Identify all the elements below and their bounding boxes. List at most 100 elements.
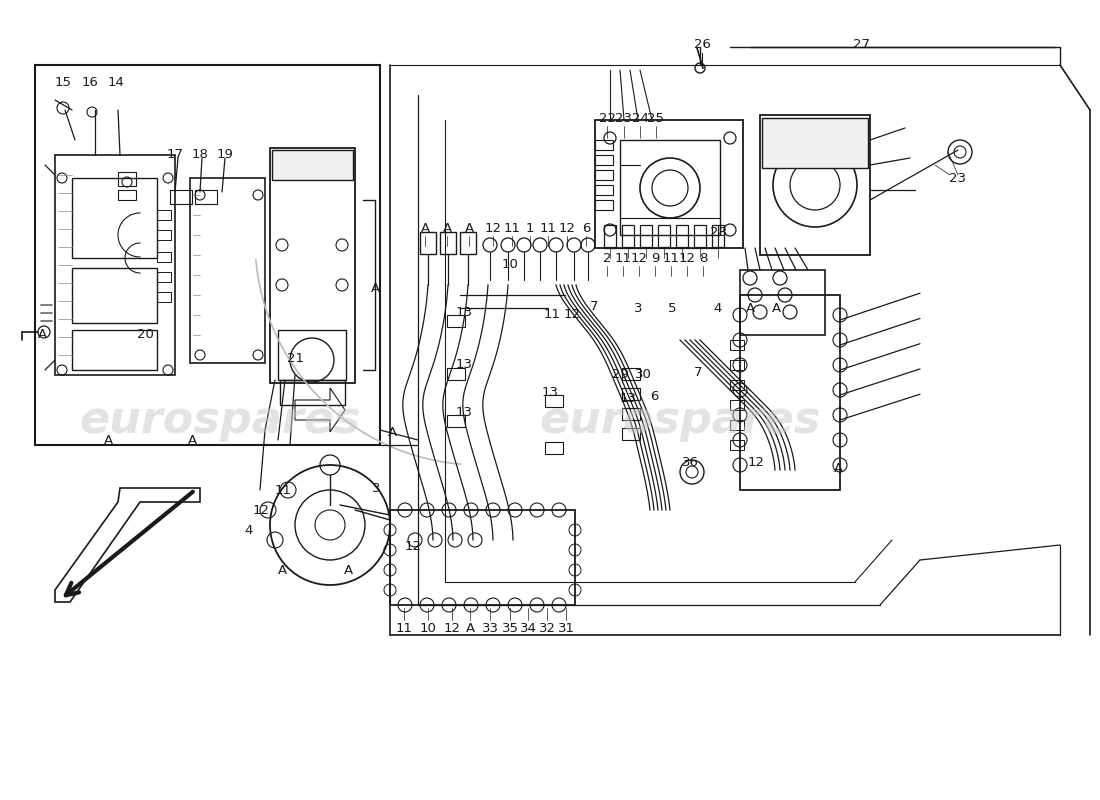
- Text: 7: 7: [590, 299, 598, 313]
- Text: 34: 34: [519, 622, 537, 634]
- Bar: [730, 340, 744, 350]
- Bar: [390, 510, 575, 605]
- Bar: [72, 268, 157, 323]
- Text: A: A: [343, 563, 353, 577]
- Text: 11: 11: [662, 251, 680, 265]
- Bar: [157, 292, 170, 302]
- Bar: [447, 368, 465, 380]
- Text: 22: 22: [598, 111, 616, 125]
- Bar: [760, 115, 870, 255]
- Bar: [712, 225, 724, 247]
- Text: 12: 12: [679, 251, 695, 265]
- Bar: [595, 200, 613, 210]
- Text: A: A: [277, 563, 287, 577]
- Text: 25: 25: [648, 111, 664, 125]
- Text: 11: 11: [543, 309, 561, 322]
- Text: 12: 12: [559, 222, 575, 234]
- Bar: [157, 210, 170, 220]
- Bar: [621, 225, 634, 247]
- Bar: [621, 408, 640, 420]
- Bar: [640, 225, 652, 247]
- Text: 2: 2: [603, 251, 612, 265]
- Bar: [740, 295, 840, 490]
- Bar: [621, 368, 640, 380]
- Bar: [595, 155, 613, 165]
- Bar: [595, 170, 613, 180]
- Text: 36: 36: [682, 457, 698, 470]
- Bar: [447, 415, 465, 427]
- Text: A: A: [464, 222, 474, 234]
- Bar: [440, 232, 456, 254]
- Bar: [730, 420, 744, 430]
- Bar: [157, 230, 170, 240]
- Text: 18: 18: [191, 149, 208, 162]
- Bar: [730, 380, 744, 390]
- Text: 23: 23: [949, 171, 967, 185]
- Text: 11: 11: [275, 483, 292, 497]
- Text: 15: 15: [55, 77, 72, 90]
- Text: 7: 7: [694, 366, 702, 379]
- Text: 13: 13: [619, 391, 637, 405]
- Bar: [157, 252, 170, 262]
- Text: 21: 21: [286, 351, 304, 365]
- Text: A: A: [103, 434, 112, 446]
- Bar: [730, 360, 744, 370]
- Text: A: A: [187, 434, 197, 446]
- Text: 12: 12: [563, 309, 581, 322]
- Text: A: A: [442, 222, 452, 234]
- Text: 13: 13: [541, 386, 559, 399]
- Text: A: A: [771, 302, 781, 314]
- Text: 28: 28: [710, 226, 726, 239]
- Text: 3: 3: [372, 482, 381, 494]
- Text: A: A: [465, 622, 474, 634]
- Text: 10: 10: [502, 258, 518, 271]
- Bar: [620, 140, 721, 235]
- Text: A: A: [834, 462, 843, 474]
- Bar: [676, 225, 688, 247]
- Bar: [118, 190, 136, 200]
- Bar: [280, 380, 345, 405]
- Bar: [195, 190, 217, 204]
- Text: 12: 12: [405, 539, 421, 553]
- Text: 11: 11: [504, 222, 520, 234]
- Bar: [544, 395, 563, 407]
- Bar: [762, 118, 868, 168]
- Text: 10: 10: [419, 622, 437, 634]
- Text: 6: 6: [650, 390, 658, 402]
- Bar: [157, 272, 170, 282]
- Bar: [55, 155, 175, 375]
- Bar: [420, 232, 436, 254]
- Text: 27: 27: [854, 38, 870, 51]
- Bar: [694, 225, 706, 247]
- Text: 26: 26: [694, 38, 711, 51]
- Bar: [118, 172, 136, 186]
- Text: 20: 20: [136, 329, 153, 342]
- Bar: [35, 65, 379, 445]
- Bar: [595, 120, 742, 248]
- Text: 6: 6: [582, 222, 591, 234]
- Bar: [272, 150, 353, 180]
- Text: 11: 11: [615, 251, 631, 265]
- Bar: [740, 270, 825, 335]
- Text: 32: 32: [539, 622, 556, 634]
- Text: 35: 35: [502, 622, 518, 634]
- Text: A: A: [420, 222, 430, 234]
- Text: 13: 13: [455, 306, 473, 318]
- Text: 12: 12: [484, 222, 502, 234]
- Text: 5: 5: [668, 302, 676, 314]
- Bar: [72, 178, 157, 258]
- Bar: [72, 330, 157, 370]
- Text: 29: 29: [612, 369, 628, 382]
- Text: A: A: [387, 426, 397, 439]
- Text: 19: 19: [217, 149, 233, 162]
- Bar: [621, 428, 640, 440]
- Bar: [730, 440, 744, 450]
- Text: A: A: [371, 282, 380, 294]
- Bar: [730, 400, 744, 410]
- Text: 8: 8: [698, 251, 707, 265]
- Bar: [621, 388, 640, 400]
- Text: 12: 12: [253, 503, 270, 517]
- Text: A: A: [746, 302, 755, 314]
- Text: 12: 12: [443, 622, 461, 634]
- Text: 13: 13: [455, 358, 473, 371]
